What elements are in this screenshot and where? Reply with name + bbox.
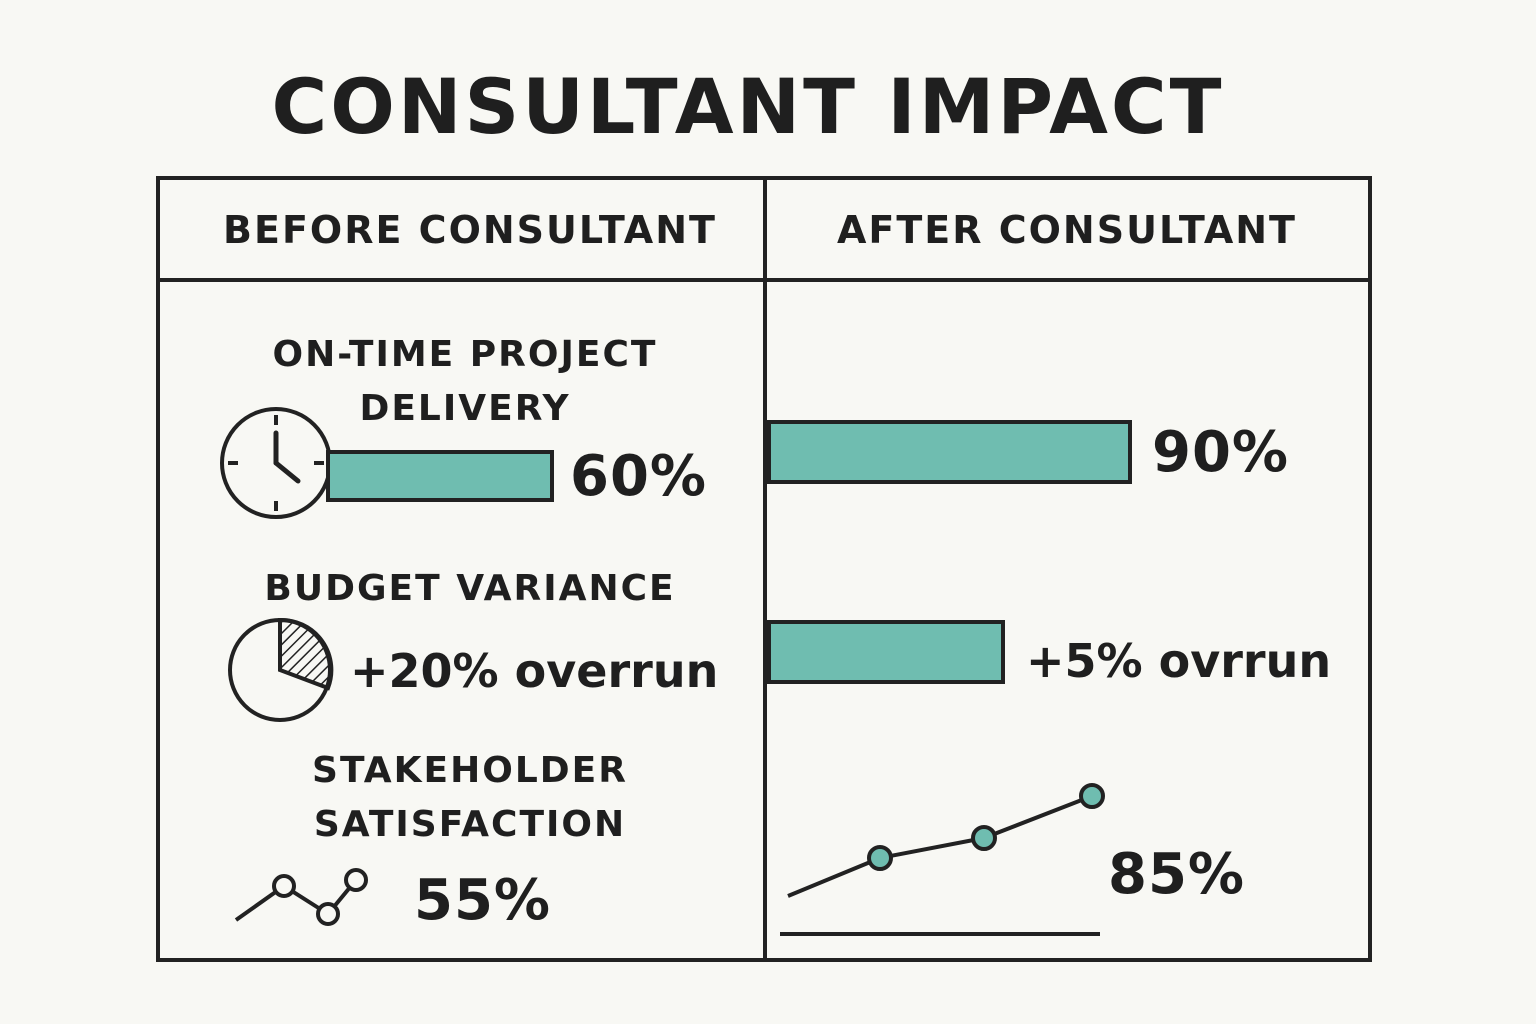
- trend-point: [971, 825, 997, 851]
- trend-point: [867, 845, 893, 871]
- ontime-after-bar: [767, 420, 1132, 484]
- satisfaction-label-line1: STAKEHOLDER: [312, 750, 628, 791]
- satisfaction-label-line2: SATISFACTION: [313, 804, 627, 845]
- clock-icon: [220, 407, 332, 519]
- satisfaction-before-value: 55%: [414, 868, 552, 933]
- budget-after-bar: [767, 620, 1005, 684]
- ontime-before-bar: [326, 450, 554, 502]
- pie-chart-icon: [228, 617, 334, 722]
- ontime-after-value: 90%: [1152, 420, 1290, 485]
- before-column-header: BEFORE CONSULTANT: [223, 208, 717, 252]
- budget-after-value: +5% ovrrun: [1026, 634, 1332, 688]
- budget-label: BUDGET VARIANCE: [264, 568, 676, 609]
- satisfaction-label: STAKEHOLDER SATISFACTION: [200, 744, 740, 852]
- satisfaction-after-line-chart: [780, 783, 1105, 936]
- ontime-before-value: 60%: [570, 444, 708, 509]
- after-column-header: AFTER CONSULTANT: [837, 208, 1297, 252]
- ontime-label-line2: DELIVERY: [359, 388, 571, 429]
- budget-before-value: +20% overrun: [350, 644, 719, 698]
- trend-point: [1079, 783, 1105, 809]
- ontime-label: ON-TIME PROJECT DELIVERY: [200, 328, 730, 436]
- column-divider: [763, 176, 767, 962]
- ontime-label-line1: ON-TIME PROJECT: [272, 334, 658, 375]
- page-title: CONSULTANT IMPACT: [271, 62, 1225, 151]
- satisfaction-after-value: 85%: [1108, 842, 1246, 907]
- trend-line-icon: [234, 868, 368, 926]
